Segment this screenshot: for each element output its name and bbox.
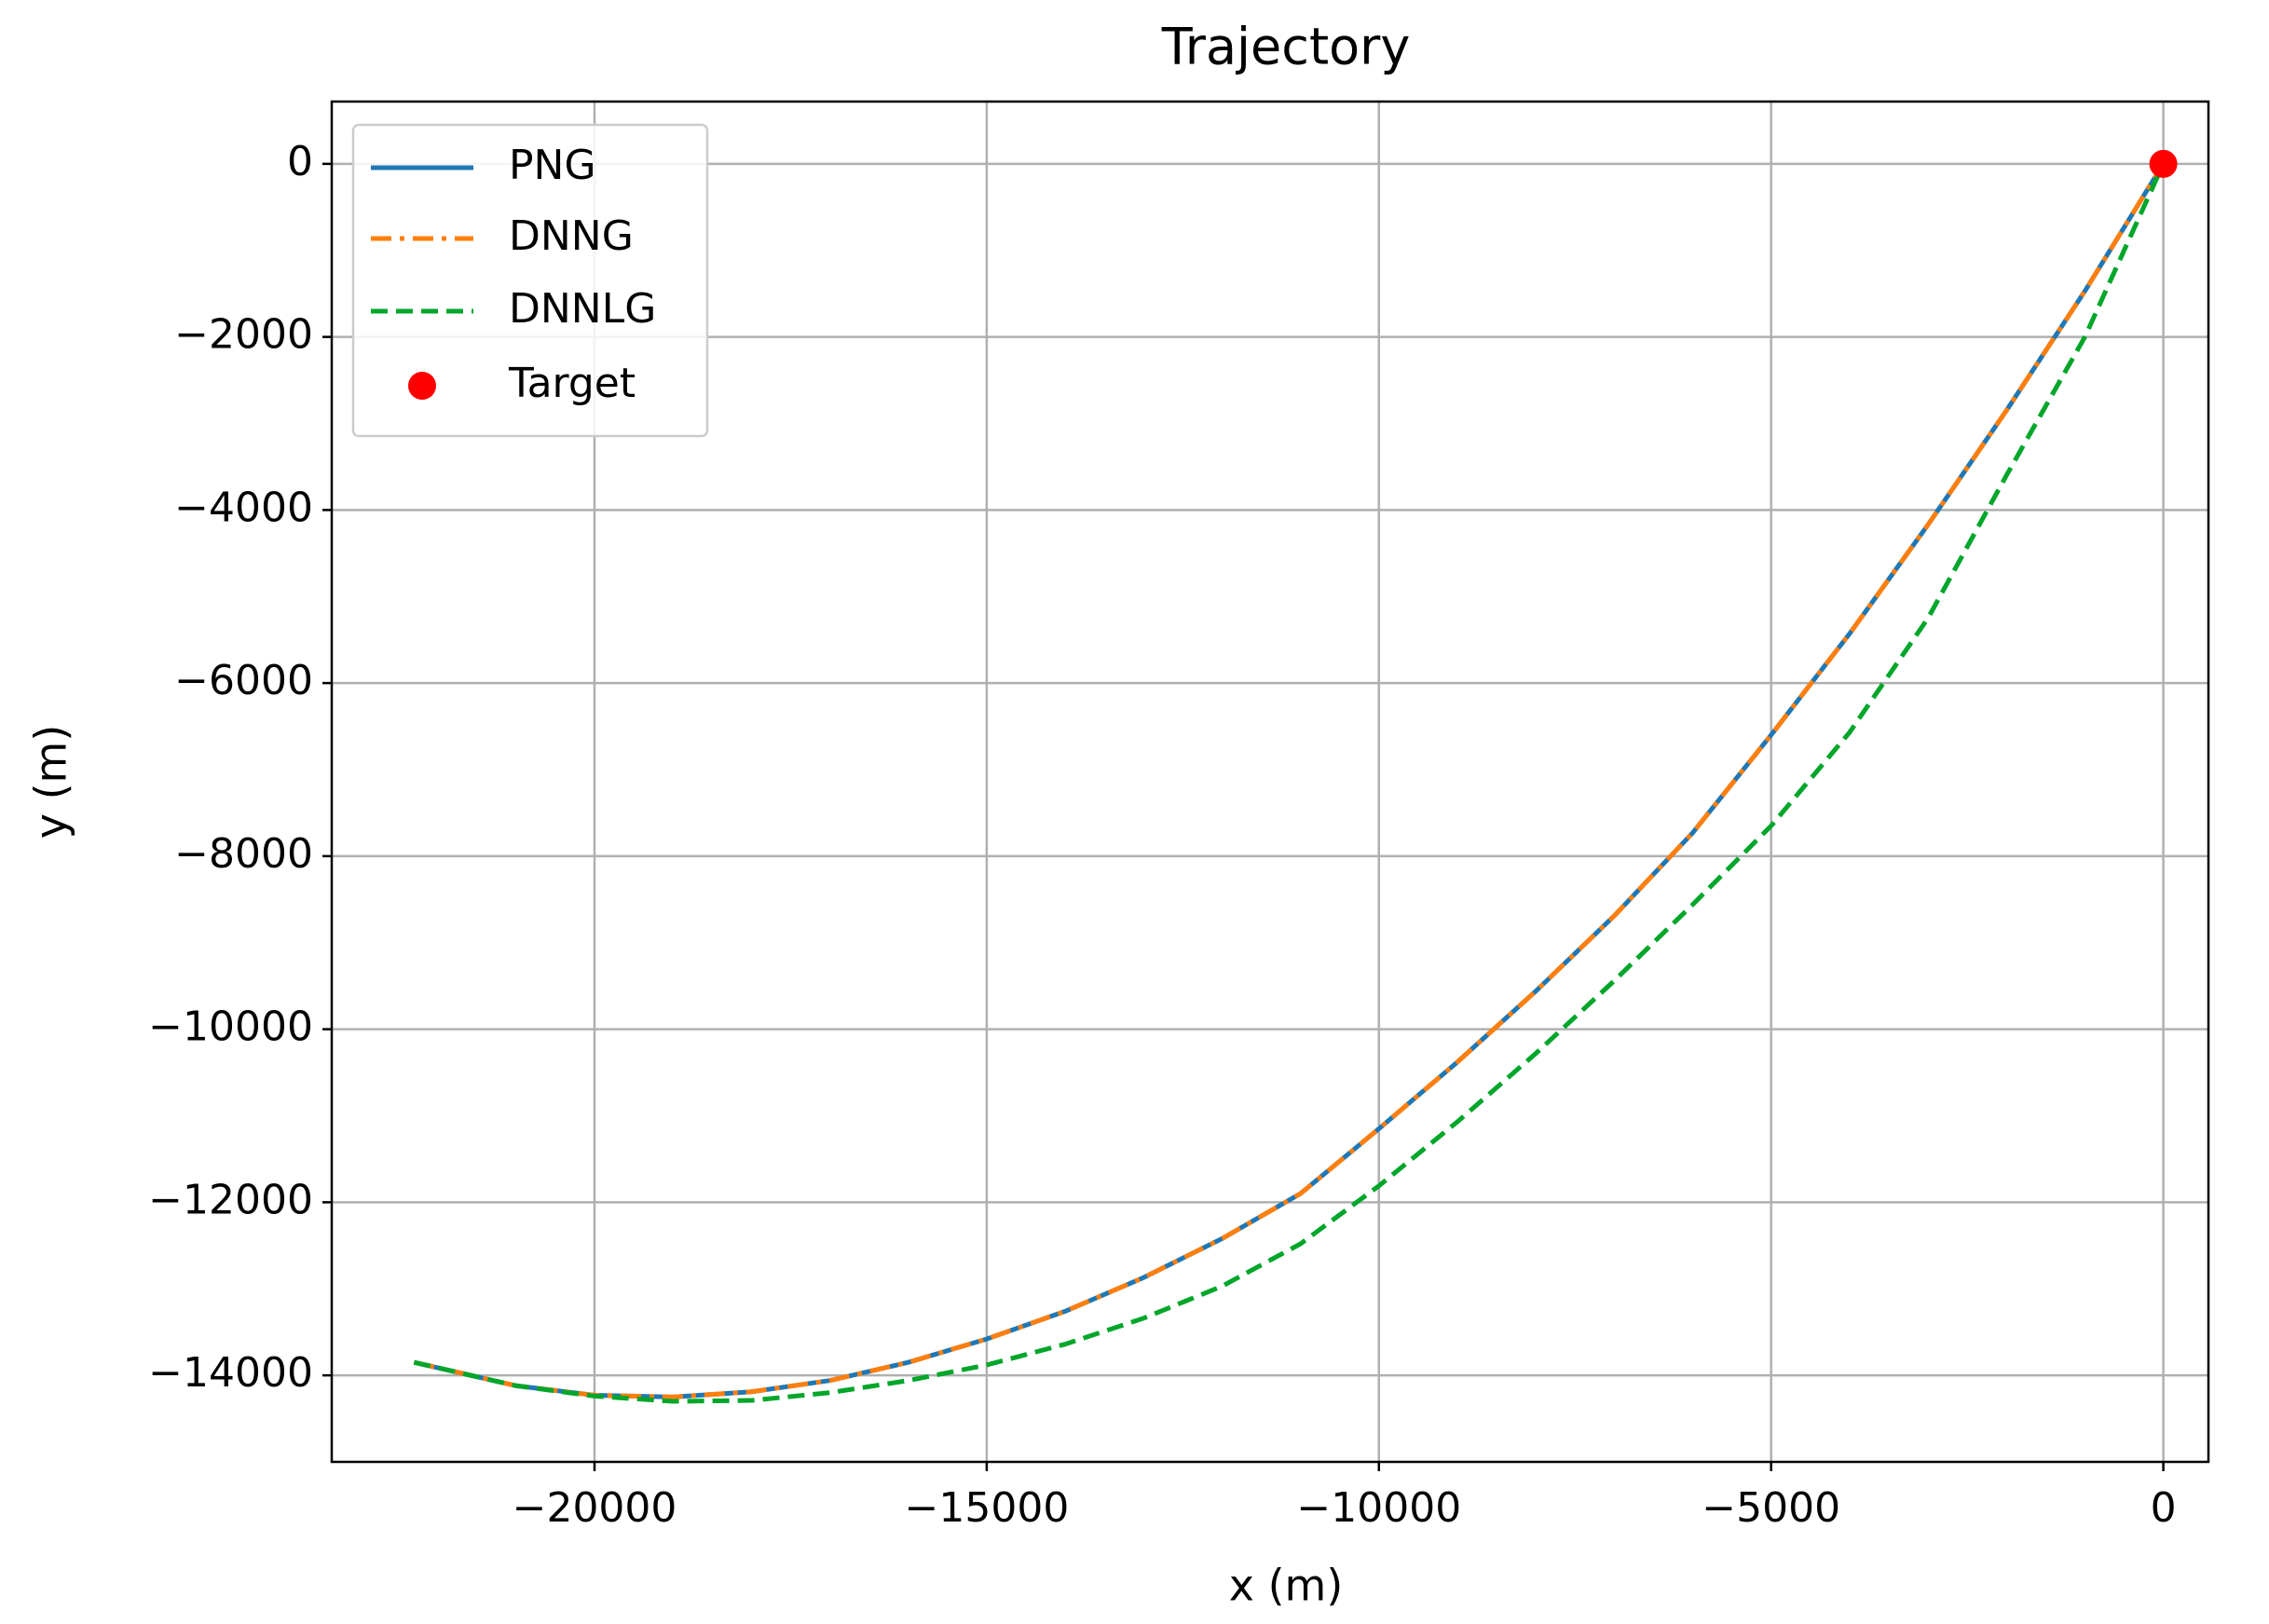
plot-frame [330, 100, 2210, 1464]
legend: PNG DNNG DNNLG Target [351, 123, 709, 438]
y-tick-label: 0 [287, 138, 313, 185]
target-point [2149, 149, 2178, 178]
legend-label: Target [508, 360, 636, 407]
y-tick-label: −2000 [174, 311, 313, 359]
y-axis-label: y (m) [26, 725, 76, 839]
chart-title: Trajectory [1161, 18, 1411, 76]
x-tick-label: −15000 [904, 1484, 1069, 1532]
y-tick-label: −12000 [148, 1176, 313, 1223]
legend-label: PNG [509, 142, 596, 189]
plot-lines [413, 162, 2166, 1404]
legend-label: DNNG [509, 212, 634, 260]
legend-label: DNNLG [509, 285, 656, 333]
y-tick-label: −14000 [148, 1349, 313, 1397]
y-tick-label: −4000 [174, 484, 313, 531]
series-line [413, 162, 2166, 1404]
x-axis-label: x (m) [1229, 1561, 1344, 1611]
legend-swatch [408, 372, 436, 400]
x-tick-label: 0 [2151, 1484, 2177, 1532]
x-tick-label: −20000 [513, 1484, 677, 1532]
series-line [413, 162, 2166, 1399]
y-tick-label: −10000 [148, 1003, 313, 1051]
x-tick-label: −5000 [1702, 1484, 1840, 1532]
y-tick-label: −6000 [174, 657, 313, 704]
legend-box [351, 123, 709, 438]
x-tick-label: −10000 [1296, 1484, 1461, 1532]
ticks: −20000 −15000 −10000 −5000 0 0 −2000 −4000 −6000… [148, 138, 2176, 1532]
y-tick-label: −8000 [174, 830, 313, 878]
